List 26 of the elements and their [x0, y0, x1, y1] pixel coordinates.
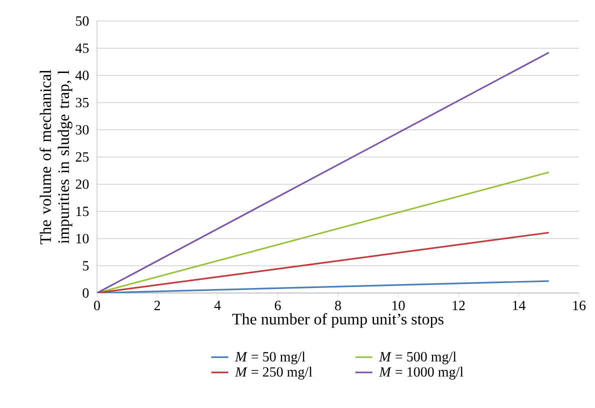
x-tick-label: 2 — [154, 300, 160, 310]
y-tick-label: 40 — [75, 70, 89, 80]
x-tick-label: 14 — [512, 300, 526, 310]
x-tick-label: 12 — [452, 300, 465, 310]
x-tick-label: 16 — [573, 300, 586, 310]
y-tick-label: 35 — [76, 98, 89, 108]
y-tick-label: 25 — [76, 152, 89, 162]
legend-label: M = 500 mg/l — [379, 352, 456, 364]
legend-label: M = 1000 mg/l — [379, 366, 464, 380]
x-tick-label: 0 — [94, 300, 100, 310]
legend-label: M = 250 mg/l — [234, 366, 312, 380]
y-tick-label: 30 — [76, 125, 89, 135]
y-tick-label: 45 — [75, 44, 89, 53]
x-tick-label: 4 — [214, 300, 221, 310]
legend-label: M = 50 mg/l — [234, 352, 306, 364]
y-axis-title: The volume of mechanical impurities in sludge trap, l — [40, 70, 72, 244]
y-tick-label: 10 — [76, 234, 89, 244]
y-tick-label: 50 — [76, 16, 89, 26]
y-tick-label: 15 — [76, 206, 89, 216]
x-axis-title: The number of pump unit’s stops — [232, 313, 444, 328]
x-tick-label: 6 — [274, 300, 281, 310]
x-tick-label: 10 — [392, 300, 405, 310]
x-tick-label: 8 — [335, 300, 341, 310]
y-tick-label: 5 — [83, 261, 89, 270]
y-tick-label: 0 — [82, 288, 89, 298]
y-tick-label: 20 — [76, 179, 89, 189]
